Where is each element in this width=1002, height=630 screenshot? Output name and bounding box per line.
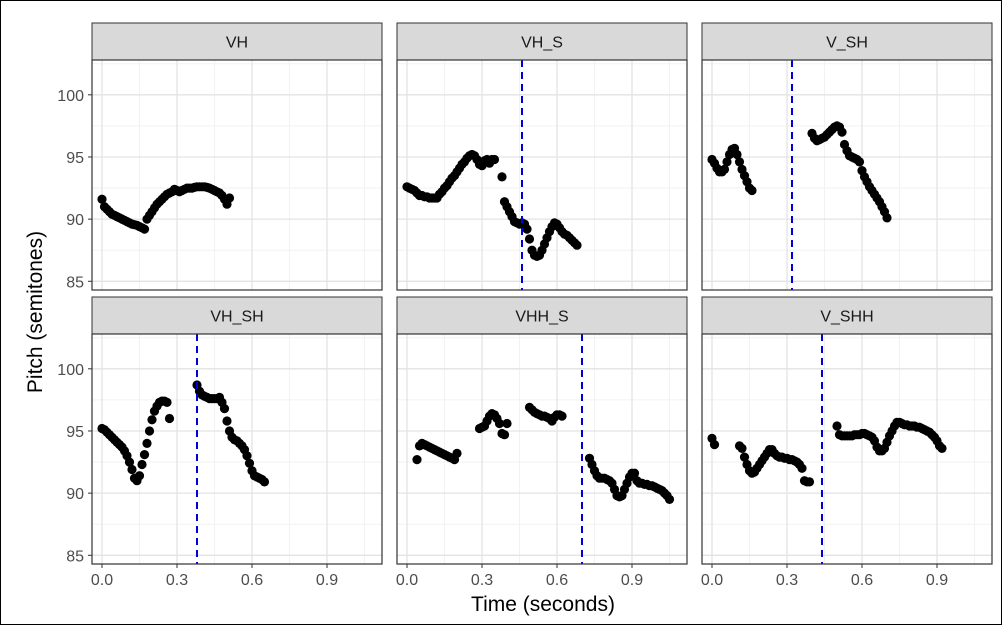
data-point (97, 194, 107, 204)
data-point (664, 494, 675, 504)
data-point (722, 157, 732, 167)
facet-strip (396, 296, 688, 335)
x-tick-label: 0.9 (316, 572, 338, 589)
data-point (219, 404, 230, 414)
facet-strip (701, 296, 993, 335)
data-point (737, 443, 747, 453)
panel-border (396, 59, 688, 291)
facet-panel-vh-sh: VH_SH 85 90 95 100 0.0 0.3 0.6 0.9 (57, 296, 383, 589)
facet-panel-v-shh: V_SHH 0.0 0.3 0.6 0.9 (701, 296, 993, 589)
data-point (139, 224, 150, 234)
data-point (137, 459, 147, 470)
y-axis-title: Pitch (semitones) (24, 231, 47, 393)
y-tick-label: 85 (66, 548, 84, 565)
facet-strip (396, 22, 688, 61)
facet-strip-label: VH_SH (210, 309, 263, 326)
x-tick-label: 0.3 (471, 572, 493, 589)
data-point (142, 438, 152, 448)
data-point (937, 443, 947, 453)
data-point (837, 127, 847, 137)
facet-strip-label: V_SH (826, 35, 868, 52)
panel-background (397, 334, 687, 564)
data-point (139, 450, 150, 460)
panel-background (702, 60, 992, 290)
data-point (244, 458, 255, 468)
data-point (882, 213, 892, 223)
x-tick-label: 0.0 (91, 572, 113, 589)
x-tick-label: 0.9 (926, 572, 948, 589)
y-tick-label: 100 (57, 88, 84, 105)
panel-border (91, 59, 383, 291)
panel-border (91, 333, 383, 565)
data-point (732, 149, 742, 160)
data-point (144, 426, 155, 436)
facet-panel-v-sh: V_SH (701, 22, 993, 291)
panel-border (701, 333, 993, 565)
x-tick-label: 0.0 (701, 572, 723, 589)
x-axis-title: Time (seconds) (471, 593, 615, 616)
panel-background (92, 334, 382, 564)
data-point (147, 415, 157, 425)
data-point (412, 455, 422, 465)
panel-border (396, 333, 688, 565)
data-point (797, 463, 807, 473)
data-point (572, 240, 582, 250)
x-tick-label: 0.9 (621, 572, 643, 589)
data-point (499, 430, 510, 440)
facet-strip (701, 22, 993, 61)
x-tick-label: 0.3 (166, 572, 188, 589)
data-point (242, 451, 252, 461)
data-point (854, 157, 865, 167)
x-tick-label: 0.3 (776, 572, 798, 589)
data-point (162, 397, 172, 407)
data-point (259, 477, 270, 487)
y-tick-label: 100 (57, 362, 84, 379)
data-point (832, 421, 842, 431)
facet-panel-vh-s: VH_S (396, 22, 688, 291)
data-point (522, 224, 532, 234)
panel-background (92, 60, 382, 290)
data-point (127, 464, 137, 475)
x-tick-label: 0.6 (546, 572, 568, 589)
data-point (124, 457, 135, 467)
data-point (222, 416, 232, 426)
data-point (452, 448, 462, 458)
facet-panel-vh: VH 85 90 95 100 (57, 22, 383, 291)
data-point (497, 172, 507, 182)
facet-strip-label: VHH_S (515, 309, 568, 326)
x-tick-label: 0.6 (241, 572, 263, 589)
data-point (557, 411, 567, 421)
data-point (134, 471, 145, 481)
data-point (502, 418, 512, 429)
data-point (747, 185, 757, 196)
x-tick-label: 0.6 (851, 572, 873, 589)
panel-border (701, 59, 993, 291)
data-point (804, 477, 815, 487)
facet-strip-label: V_SHH (820, 309, 873, 326)
x-tick-label: 0.0 (396, 572, 418, 589)
facet-panel-vhh-s: VHH_S 0.0 0.3 0.6 0.9 (396, 296, 688, 589)
facet-strip-label: VH (226, 35, 248, 52)
y-tick-label: 90 (66, 212, 84, 229)
facet-strip (91, 296, 383, 335)
data-point (164, 413, 175, 424)
y-tick-label: 90 (66, 486, 84, 503)
facet-strip (91, 22, 383, 61)
data-point (494, 418, 505, 429)
facet-strip-label: VH_S (521, 35, 563, 52)
data-point (629, 468, 640, 478)
data-point (734, 157, 745, 167)
data-point (524, 234, 535, 244)
data-point (709, 440, 720, 450)
y-tick-label: 85 (66, 274, 84, 291)
data-point (224, 193, 235, 203)
y-tick-label: 95 (66, 150, 84, 167)
data-point (719, 164, 730, 174)
y-tick-label: 95 (66, 424, 84, 441)
data-point (739, 452, 750, 462)
data-point (489, 154, 500, 165)
